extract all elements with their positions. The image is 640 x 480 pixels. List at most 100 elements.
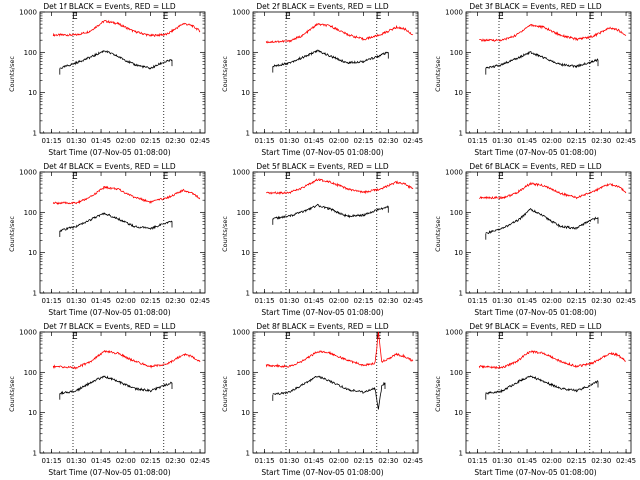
x-tick-label: 02:30 bbox=[378, 457, 398, 465]
chart-svg: 1 10 100 1000 01:15 01:30 01:45 02:00 02:15 02:30… bbox=[232, 329, 423, 466]
chart-svg: 1 10 100 1000 01:15 01:30 01:45 02:00 02:15 02:30… bbox=[445, 329, 636, 466]
chart-title: Det 4f BLACK = Events, RED = LLD bbox=[43, 162, 176, 171]
event-marker-label: E bbox=[498, 12, 504, 22]
x-tick-label: 01:30 bbox=[279, 297, 299, 305]
y-tick-label: 1000 bbox=[445, 169, 463, 177]
plot-frame bbox=[252, 331, 419, 454]
chart-panel-det-1: 1 10 100 1000 01:15 01:30 01:45 02:00 02:15 02:30… bbox=[0, 0, 213, 160]
event-marker-label: E bbox=[376, 172, 382, 182]
x-tick-label: 01:45 bbox=[91, 457, 111, 465]
event-marker-label: E bbox=[589, 172, 595, 182]
y-tick-label: 10 bbox=[454, 409, 463, 417]
plot-frame bbox=[465, 171, 632, 294]
chart-title: Det 6f BLACK = Events, RED = LLD bbox=[469, 162, 602, 171]
y-tick-label: 1 bbox=[459, 450, 463, 458]
y-tick-label: 100 bbox=[237, 49, 250, 57]
y-tick-label: 1000 bbox=[445, 329, 463, 337]
y-tick-label: 1000 bbox=[232, 169, 250, 177]
y-tick-label: 1000 bbox=[232, 9, 250, 17]
x-axis-label: Start Time (07-Nov-05 01:08:00) bbox=[474, 468, 597, 477]
chart-title: Det 9f BLACK = Events, RED = LLD bbox=[469, 322, 602, 331]
y-tick-label: 1 bbox=[33, 450, 37, 458]
plot-frame bbox=[39, 171, 206, 294]
chart-svg: 1 10 100 1000 01:15 01:30 01:45 02:00 02:15 02:30… bbox=[19, 9, 210, 146]
x-tick-label: 02:00 bbox=[542, 457, 562, 465]
x-tick-label: 01:15 bbox=[41, 137, 61, 145]
x-tick-label: 01:30 bbox=[492, 137, 512, 145]
x-tick-label: 01:15 bbox=[41, 297, 61, 305]
y-tick-label: 1000 bbox=[232, 329, 250, 337]
series-line bbox=[59, 212, 173, 233]
chart-title: Det 8f BLACK = Events, RED = LLD bbox=[256, 322, 389, 331]
y-tick-label: 10 bbox=[28, 409, 37, 417]
y-tick-label: 1 bbox=[459, 290, 463, 298]
series-line bbox=[272, 375, 386, 410]
chart-title: Det 2f BLACK = Events, RED = LLD bbox=[256, 2, 389, 11]
x-tick-label: 02:00 bbox=[116, 137, 136, 145]
event-marker-label: E bbox=[376, 12, 382, 22]
series-line bbox=[478, 349, 626, 370]
x-tick-label: 02:00 bbox=[329, 297, 349, 305]
event-marker-label: E bbox=[72, 332, 78, 342]
x-tick-label: 01:30 bbox=[492, 297, 512, 305]
x-tick-label: 02:30 bbox=[591, 297, 611, 305]
x-tick-label: 02:15 bbox=[140, 457, 160, 465]
chart-panel-det-5: 1 10 100 1000 01:15 01:30 01:45 02:00 02:15 02:30… bbox=[213, 160, 426, 320]
event-marker-label: E bbox=[163, 12, 169, 22]
chart-svg: 1 10 100 1000 01:15 01:30 01:45 02:00 02:15 02:30… bbox=[232, 169, 423, 306]
series-line bbox=[52, 19, 201, 37]
x-tick-label: 01:15 bbox=[41, 457, 61, 465]
x-tick-label: 02:15 bbox=[353, 137, 373, 145]
x-tick-label: 02:00 bbox=[329, 457, 349, 465]
event-marker-label: E bbox=[285, 172, 291, 182]
y-axis-label: Counts/sec bbox=[434, 56, 442, 92]
x-tick-label: 02:15 bbox=[353, 297, 373, 305]
y-axis-label: Counts/sec bbox=[221, 56, 229, 92]
x-tick-label: 02:15 bbox=[566, 297, 586, 305]
x-tick-label: 02:45 bbox=[403, 137, 423, 145]
y-tick-label: 100 bbox=[237, 369, 250, 377]
y-tick-label: 100 bbox=[450, 49, 463, 57]
x-tick-label: 02:30 bbox=[165, 137, 185, 145]
y-tick-label: 1 bbox=[246, 290, 250, 298]
x-tick-label: 01:15 bbox=[254, 137, 274, 145]
series-line bbox=[265, 177, 414, 195]
chart-svg: 1 10 100 1000 01:15 01:30 01:45 02:00 02:15 02:30… bbox=[232, 9, 423, 146]
x-tick-label: 01:30 bbox=[66, 297, 86, 305]
chart-svg: 1 10 100 1000 01:15 01:30 01:45 02:00 02:15 02:30… bbox=[445, 9, 636, 146]
y-tick-label: 1 bbox=[33, 130, 37, 138]
y-axis-label: Counts/sec bbox=[434, 376, 442, 412]
x-tick-label: 02:45 bbox=[190, 457, 210, 465]
chart-panel-det-4: 1 10 100 1000 01:15 01:30 01:45 02:00 02:15 02:30… bbox=[0, 160, 213, 320]
x-tick-label: 02:45 bbox=[616, 457, 636, 465]
y-axis-label: Counts/sec bbox=[8, 56, 16, 92]
chart-panel-det-7: 1 10 100 1000 01:15 01:30 01:45 02:00 02:15 02:30… bbox=[0, 320, 213, 480]
y-tick-label: 100 bbox=[237, 209, 250, 217]
x-tick-label: 02:45 bbox=[616, 297, 636, 305]
x-tick-label: 01:15 bbox=[467, 137, 487, 145]
chart-svg: 1 10 100 1000 01:15 01:30 01:45 02:00 02:15 02:30… bbox=[445, 169, 636, 306]
x-axis-label: Start Time (07-Nov-05 01:08:00) bbox=[48, 468, 171, 477]
y-tick-label: 1 bbox=[459, 130, 463, 138]
x-tick-label: 01:45 bbox=[517, 137, 537, 145]
x-tick-label: 02:00 bbox=[116, 457, 136, 465]
x-tick-label: 02:15 bbox=[140, 297, 160, 305]
y-tick-label: 100 bbox=[24, 49, 37, 57]
x-tick-label: 01:30 bbox=[66, 457, 86, 465]
chart-panel-det-8: 1 10 100 1000 01:15 01:30 01:45 02:00 02:15 02:30… bbox=[213, 320, 426, 480]
y-tick-label: 1 bbox=[246, 130, 250, 138]
y-tick-label: 10 bbox=[241, 409, 250, 417]
x-tick-label: 01:45 bbox=[304, 137, 324, 145]
x-axis-label: Start Time (07-Nov-05 01:08:00) bbox=[261, 148, 384, 157]
y-tick-label: 100 bbox=[24, 369, 37, 377]
x-tick-label: 02:30 bbox=[165, 297, 185, 305]
x-tick-label: 02:00 bbox=[329, 137, 349, 145]
y-tick-label: 1000 bbox=[445, 9, 463, 17]
x-tick-label: 02:15 bbox=[566, 457, 586, 465]
x-axis-label: Start Time (07-Nov-05 01:08:00) bbox=[474, 308, 597, 317]
y-tick-label: 10 bbox=[28, 249, 37, 257]
event-marker-label: E bbox=[163, 172, 169, 182]
event-marker-label: E bbox=[589, 332, 595, 342]
y-tick-label: 10 bbox=[454, 249, 463, 257]
